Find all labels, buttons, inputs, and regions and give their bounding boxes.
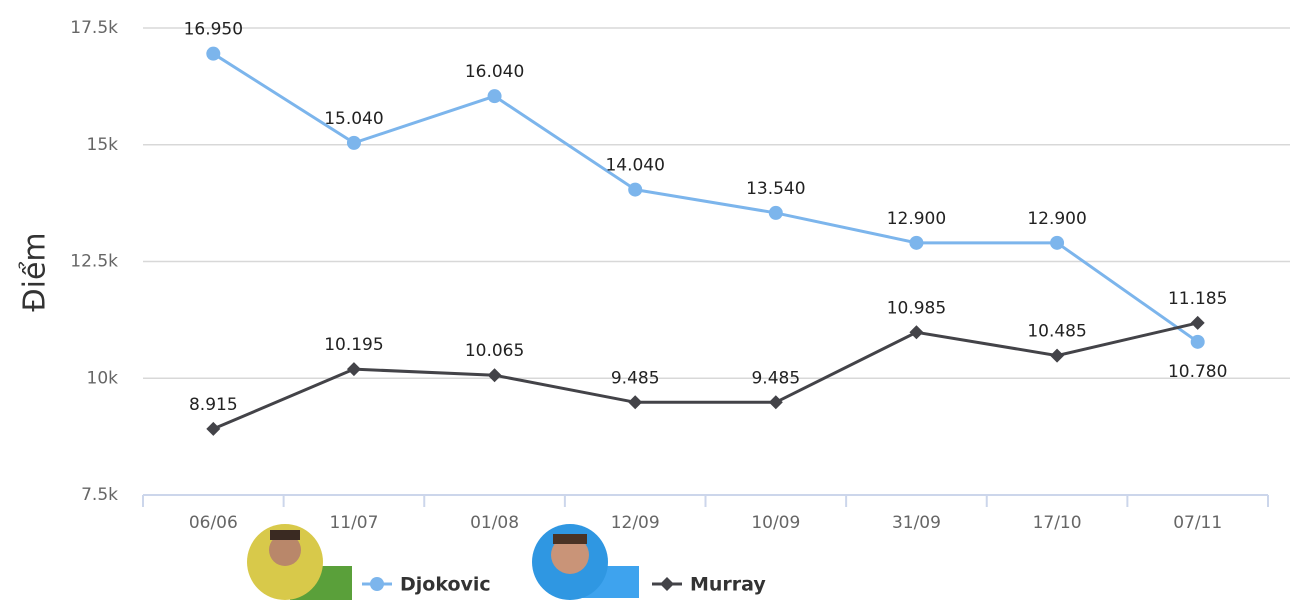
legend-label: Murray	[690, 574, 766, 596]
legend-marker	[660, 577, 674, 591]
x-tick-label: 06/06	[189, 513, 238, 533]
x-tick-label: 07/11	[1173, 513, 1222, 533]
data-label: 9.485	[611, 368, 660, 388]
data-label: 16.040	[465, 62, 524, 82]
data-label: 12.900	[887, 209, 946, 229]
point	[487, 368, 502, 383]
data-label: 13.540	[746, 179, 805, 199]
x-tick-label: 10/09	[751, 513, 800, 533]
data-label: 10.985	[887, 298, 946, 318]
x-tick-label: 17/10	[1033, 513, 1082, 533]
data-label: 9.485	[751, 368, 800, 388]
point	[909, 325, 924, 340]
point	[346, 135, 361, 150]
data-label: 10.195	[324, 335, 383, 355]
data-label: 8.915	[189, 395, 238, 415]
point	[628, 182, 643, 197]
data-label: 14.040	[605, 156, 664, 176]
legend-photo	[532, 524, 639, 600]
point	[206, 421, 221, 436]
y-tick-label: 10k	[87, 368, 119, 388]
x-tick-label: 11/07	[329, 513, 378, 533]
x-tick-label: 01/08	[470, 513, 519, 533]
data-label: 10.485	[1027, 322, 1086, 342]
x-tick-label: 31/09	[892, 513, 941, 533]
point	[628, 395, 643, 410]
data-label: 12.900	[1027, 209, 1086, 229]
point	[909, 235, 924, 250]
legend-marker	[370, 577, 384, 591]
series-line	[212, 321, 1199, 431]
y-axis-title: Điểm	[17, 232, 53, 311]
y-tick-label: 7.5k	[81, 485, 118, 505]
data-label: 11.185	[1168, 289, 1227, 309]
y-tick-label: 15k	[87, 135, 119, 155]
point	[487, 89, 502, 104]
point	[206, 46, 221, 61]
data-label: 10.065	[465, 341, 524, 361]
legend-label: Djokovic	[400, 574, 491, 596]
y-tick-label: 12.5k	[70, 252, 118, 272]
point	[768, 205, 783, 220]
point	[1190, 315, 1205, 330]
point	[346, 362, 361, 377]
data-label: 16.950	[184, 20, 243, 40]
legend-photo	[247, 524, 352, 600]
point	[1190, 334, 1205, 349]
point	[1050, 348, 1065, 363]
y-tick-label: 17.5k	[70, 18, 118, 38]
data-label: 10.780	[1168, 362, 1227, 382]
data-label: 15.040	[324, 109, 383, 129]
x-tick-label: 12/09	[611, 513, 660, 533]
series-line	[212, 52, 1199, 344]
point	[1050, 235, 1065, 250]
point	[768, 395, 783, 410]
